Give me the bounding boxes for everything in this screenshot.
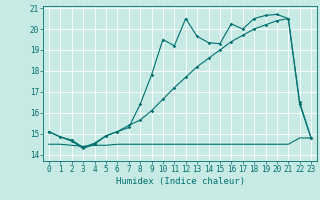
X-axis label: Humidex (Indice chaleur): Humidex (Indice chaleur) <box>116 177 244 186</box>
